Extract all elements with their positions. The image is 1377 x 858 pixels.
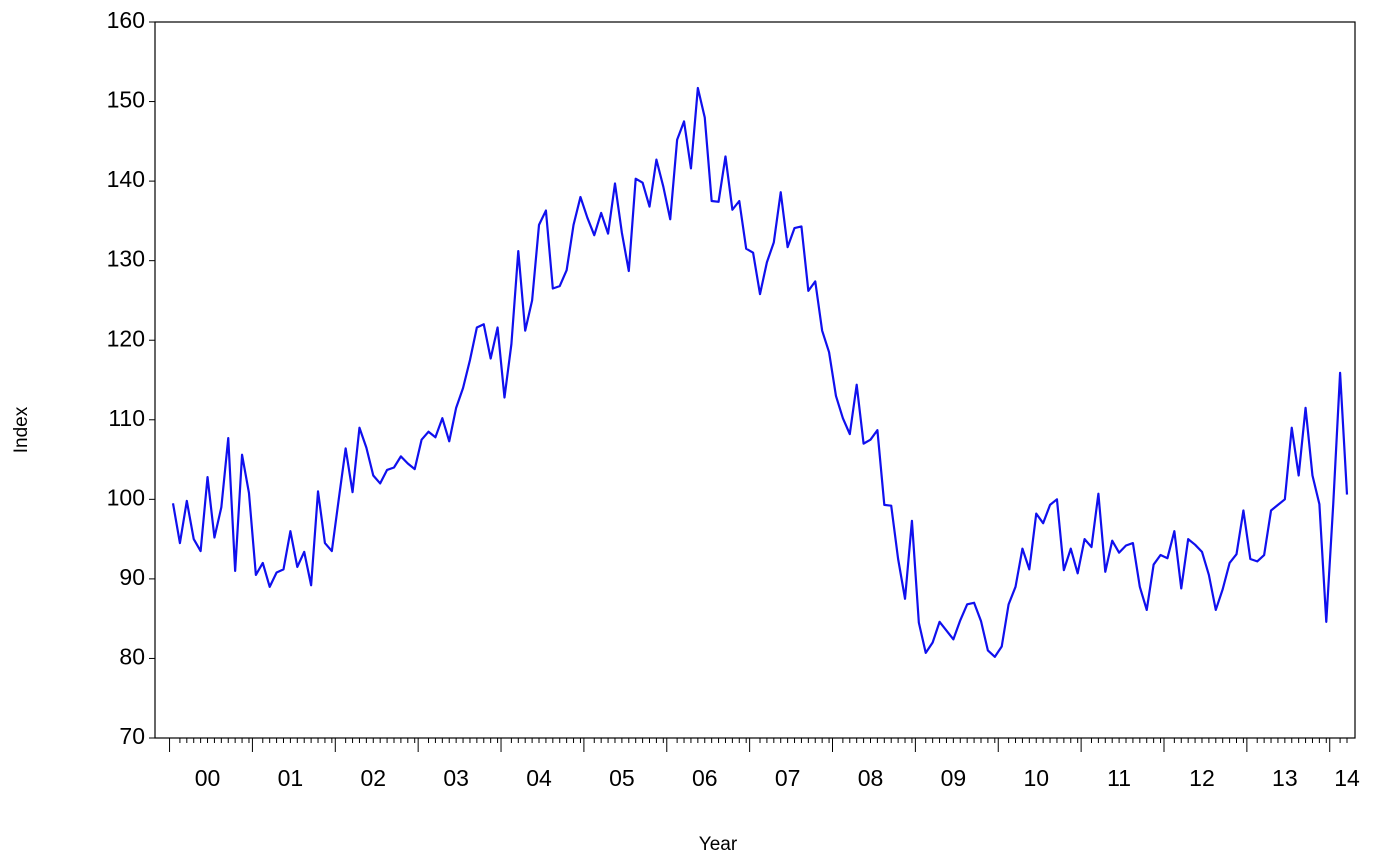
y-tick-label: 150 bbox=[107, 87, 145, 113]
x-tick-label: 05 bbox=[609, 765, 635, 791]
y-tick-label: 90 bbox=[119, 564, 145, 590]
x-tick-label: 14 bbox=[1334, 765, 1360, 791]
x-tick-label: 07 bbox=[775, 765, 801, 791]
x-tick-label: 11 bbox=[1107, 765, 1131, 791]
x-tick-label: 09 bbox=[941, 765, 967, 791]
x-axis-title: Year bbox=[699, 834, 738, 855]
x-tick-label: 04 bbox=[526, 765, 552, 791]
x-tick-label: 00 bbox=[195, 765, 221, 791]
y-tick-label: 160 bbox=[107, 7, 145, 33]
y-tick-label: 70 bbox=[119, 723, 145, 749]
y-tick-label: 100 bbox=[107, 484, 145, 510]
x-tick-label: 13 bbox=[1272, 765, 1298, 791]
y-tick-label: 140 bbox=[107, 166, 145, 192]
y-axis-title: Index bbox=[11, 406, 32, 453]
y-tick-label: 120 bbox=[107, 325, 145, 351]
x-tick-label: 08 bbox=[858, 765, 884, 791]
y-tick-label: 110 bbox=[108, 405, 145, 431]
y-tick-label: 130 bbox=[107, 246, 145, 272]
x-tick-label: 02 bbox=[360, 765, 386, 791]
x-tick-label: 10 bbox=[1023, 765, 1049, 791]
y-tick-label: 80 bbox=[119, 644, 145, 670]
x-tick-label: 01 bbox=[278, 765, 304, 791]
plot-frame bbox=[154, 21, 1356, 739]
x-tick-label: 03 bbox=[443, 765, 469, 791]
data-line bbox=[171, 86, 1349, 658]
x-tick-label: 12 bbox=[1189, 765, 1215, 791]
x-tick-label: 06 bbox=[692, 765, 718, 791]
